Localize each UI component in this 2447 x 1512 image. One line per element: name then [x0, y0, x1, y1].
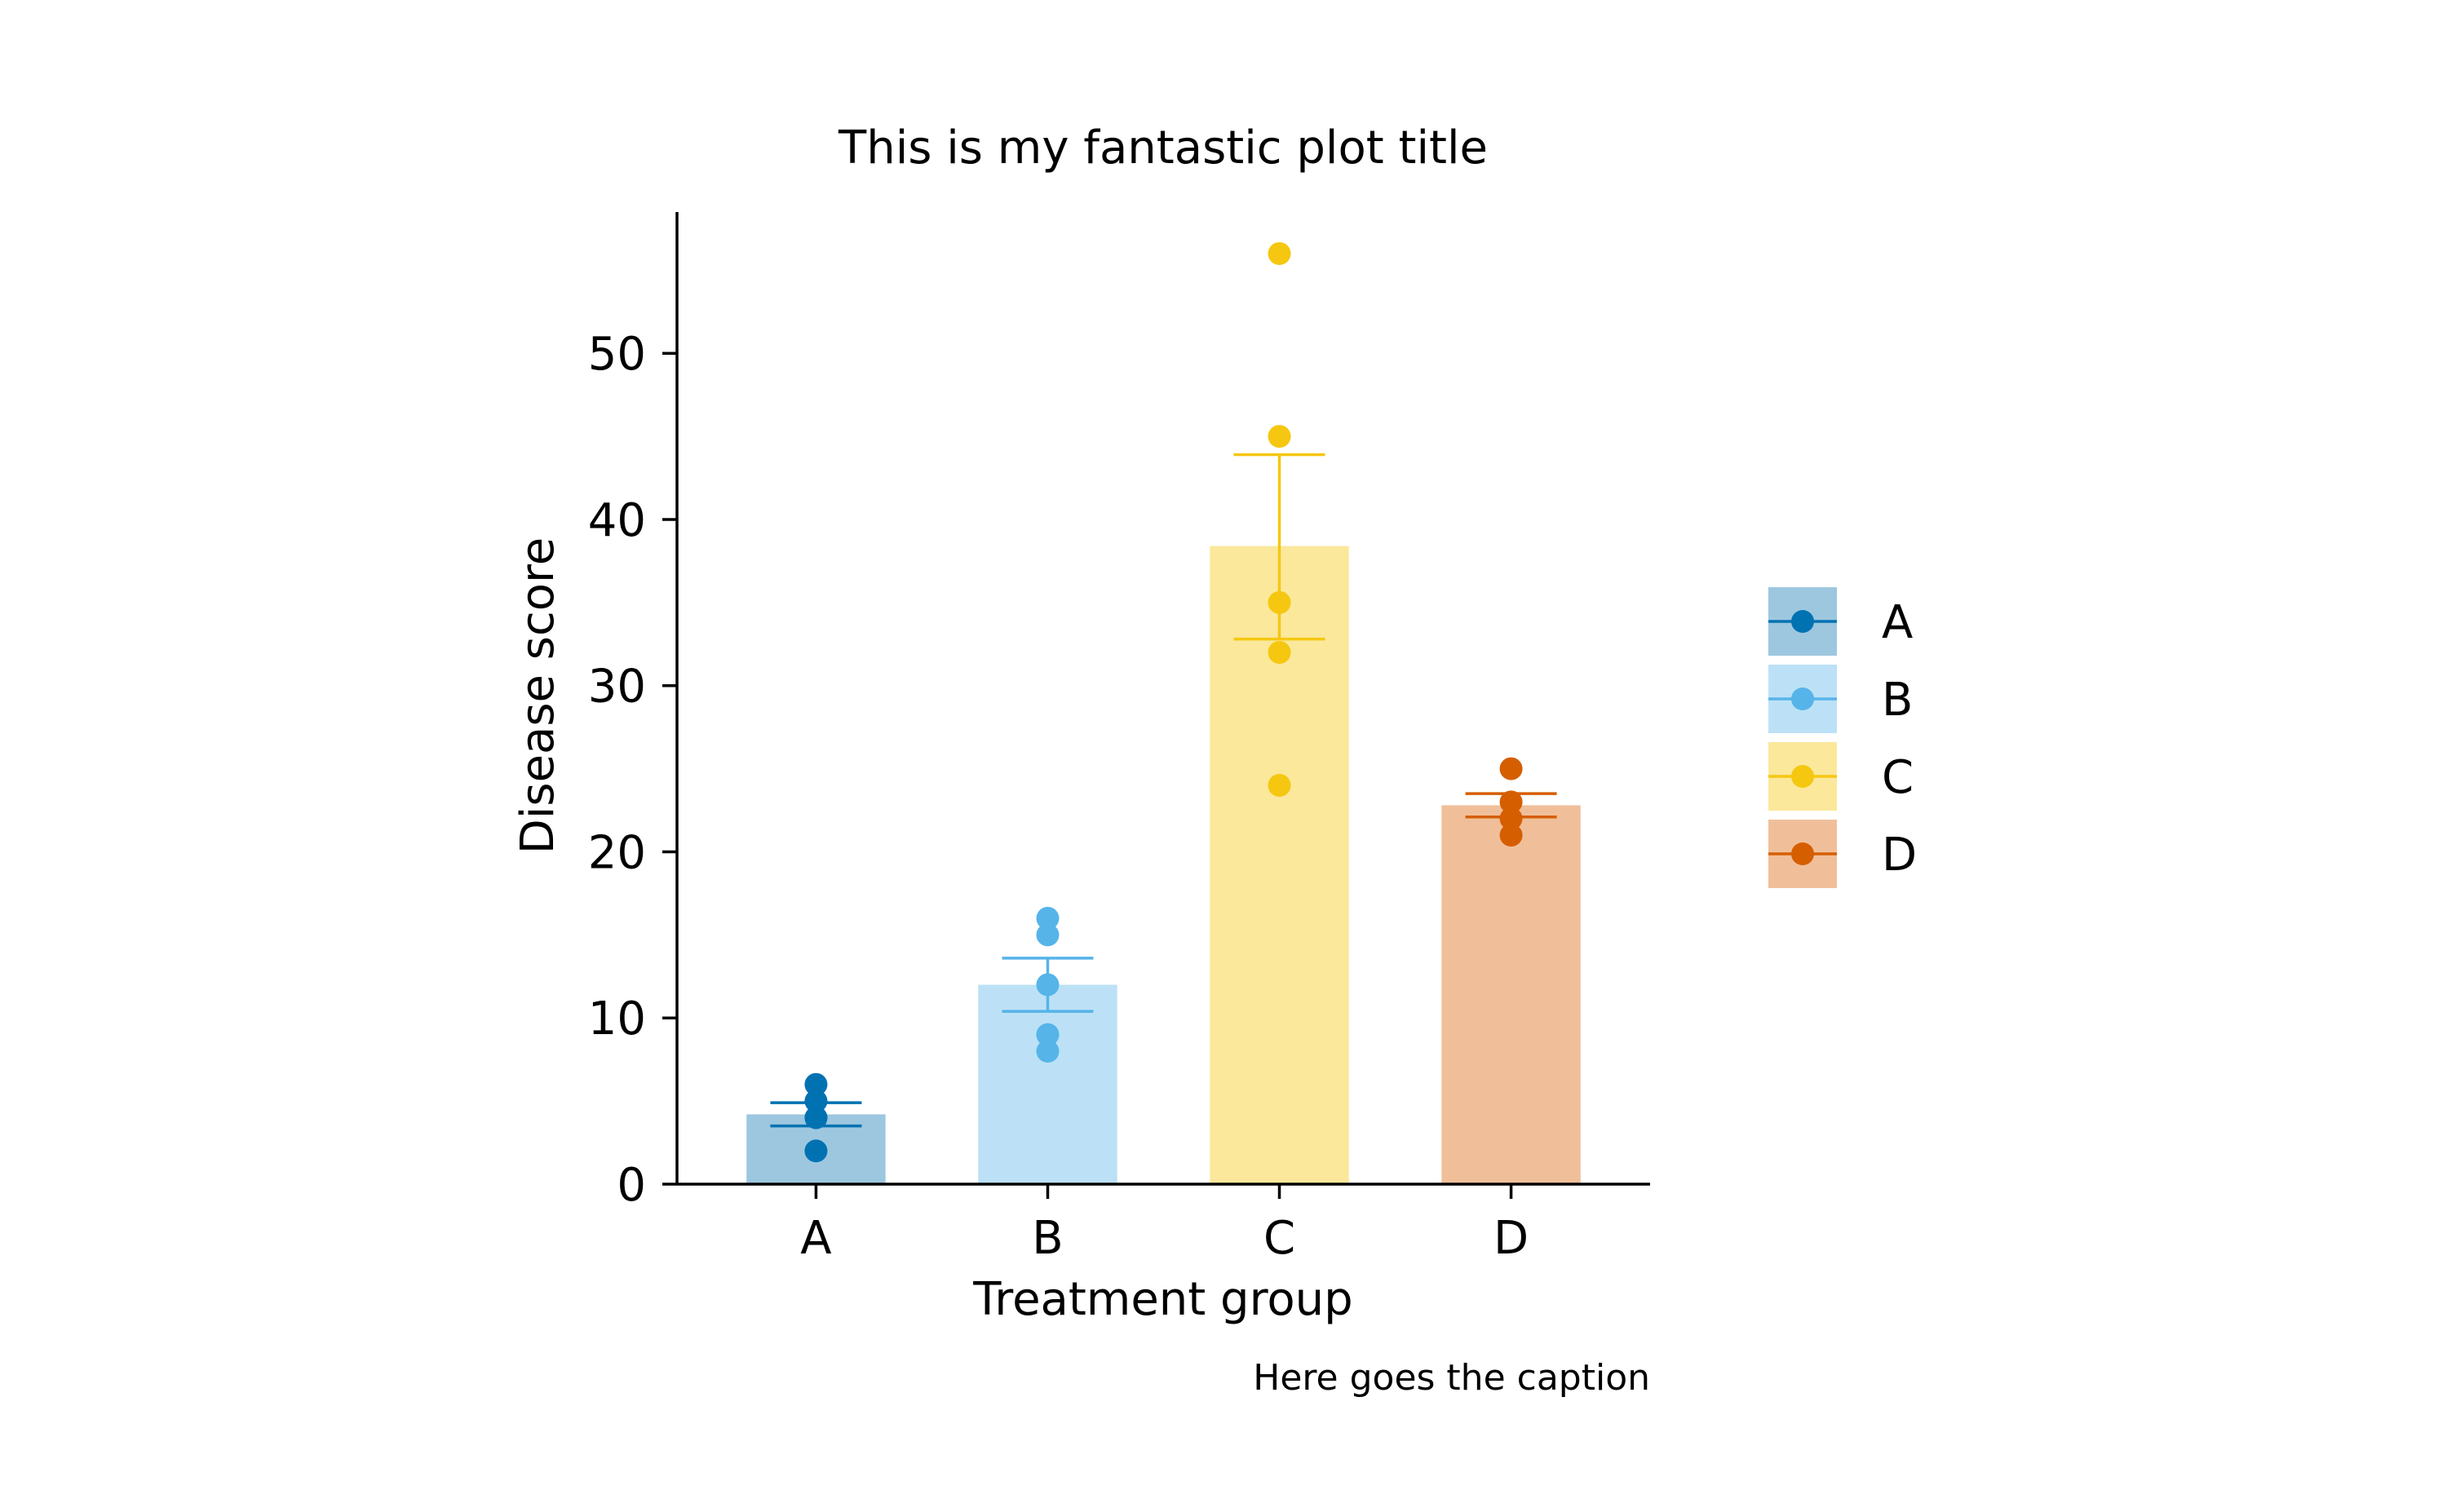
x-tick-label: D [1493, 1212, 1529, 1265]
legend-marker [1791, 687, 1814, 710]
bar-b [978, 984, 1117, 1184]
points-layer [804, 241, 1523, 1163]
data-point-b [1036, 1023, 1060, 1046]
y-tick-label: 20 [588, 826, 646, 879]
data-point-d [1499, 757, 1523, 780]
y-tick-label: 30 [588, 661, 646, 714]
data-point-c [1268, 590, 1291, 614]
y-axis-label: Disease score [511, 537, 564, 855]
axes [675, 212, 1650, 1186]
legend-item-a: A [1768, 587, 1913, 656]
data-point-a [804, 1072, 828, 1096]
data-point-c [1268, 241, 1291, 265]
y-tick-label: 0 [617, 1159, 646, 1212]
legend-label: B [1882, 674, 1913, 727]
bar-d [1441, 805, 1581, 1184]
data-point-b [1036, 906, 1060, 930]
chart-caption: Here goes the caption [1253, 1357, 1650, 1399]
legend-item-c: C [1768, 742, 1914, 811]
legend-marker [1791, 842, 1814, 865]
legend-label: A [1882, 596, 1913, 649]
data-point-c [1268, 640, 1291, 664]
legend-marker [1791, 765, 1814, 788]
x-ticks: A B C D [800, 1184, 1529, 1265]
chart-title: This is my fantastic plot title [838, 122, 1488, 175]
data-point-a [804, 1139, 828, 1163]
x-tick-label: B [1032, 1212, 1063, 1265]
y-tick-label: 10 [588, 993, 646, 1046]
x-tick-label: C [1263, 1212, 1295, 1265]
bars-layer [746, 546, 1581, 1184]
legend-item-d: D [1768, 820, 1917, 888]
x-axis-label: Treatment group [972, 1273, 1352, 1326]
legend-label: C [1882, 751, 1914, 804]
legend-marker [1791, 610, 1814, 633]
data-point-b [1036, 973, 1060, 997]
error-bars-layer [770, 453, 1557, 1128]
x-tick-label: A [800, 1212, 831, 1265]
data-point-d [1499, 824, 1523, 847]
legend-item-b: B [1768, 665, 1913, 733]
data-point-a [804, 1090, 828, 1113]
y-tick-label: 40 [588, 494, 646, 547]
legend-label: D [1882, 829, 1917, 882]
y-ticks: 0 10 20 30 40 50 [588, 328, 677, 1212]
data-point-a [804, 1106, 828, 1130]
data-point-d [1499, 807, 1523, 830]
data-point-d [1499, 790, 1523, 814]
data-point-b [1036, 1039, 1060, 1063]
data-point-c [1268, 773, 1291, 797]
y-tick-label: 50 [588, 328, 646, 381]
data-point-c [1268, 425, 1291, 449]
data-point-b [1036, 923, 1060, 947]
